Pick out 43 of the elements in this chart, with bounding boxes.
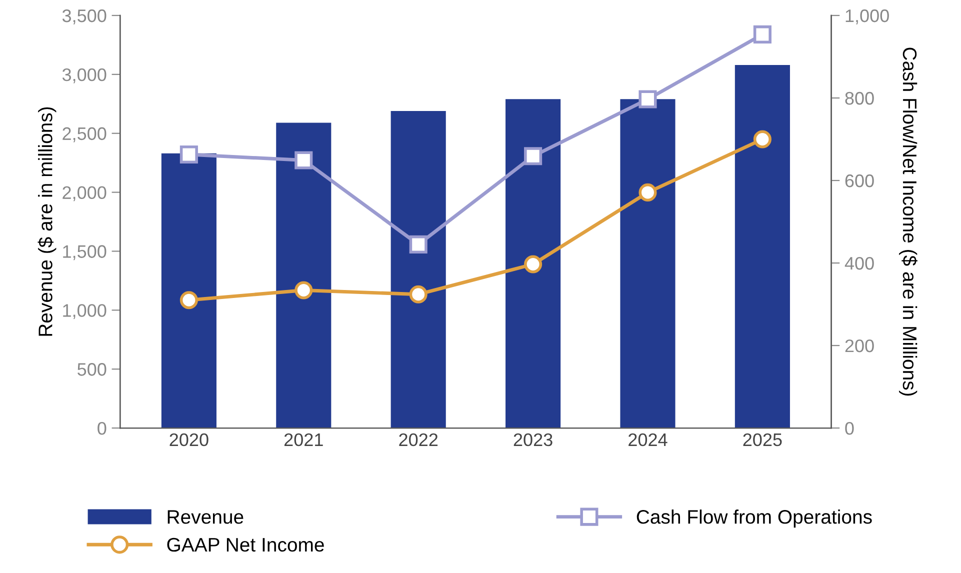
bar bbox=[161, 153, 216, 428]
legend-label: Cash Flow from Operations bbox=[636, 510, 872, 528]
point bbox=[524, 255, 542, 274]
point bbox=[180, 291, 198, 310]
y-tick-label: 1,000 bbox=[63, 304, 106, 320]
y2-tick-label: 800 bbox=[845, 92, 874, 105]
y2-axis-title: Cash Flow/Net Income ($ are in Millions) bbox=[899, 48, 918, 396]
point bbox=[294, 281, 313, 300]
bar bbox=[506, 99, 561, 428]
y2-tick-label: 1,000 bbox=[846, 9, 889, 24]
y-tick-label: 1,500 bbox=[63, 245, 106, 260]
x-tick-label: 2021 bbox=[284, 433, 323, 446]
legend-label: Revenue bbox=[168, 510, 244, 524]
y2-tick-label: 0 bbox=[845, 422, 854, 435]
bar bbox=[734, 64, 790, 428]
y2-tick-label: 600 bbox=[845, 174, 874, 188]
point bbox=[409, 285, 428, 304]
point bbox=[753, 130, 772, 148]
y2-tick-label: 200 bbox=[845, 339, 874, 352]
x-tick-label: 2022 bbox=[399, 433, 438, 446]
legend-label: GAAP Net Income bbox=[167, 538, 324, 552]
x-tick-label: 2020 bbox=[170, 433, 208, 446]
point bbox=[409, 235, 428, 254]
point bbox=[638, 183, 657, 202]
point bbox=[294, 151, 313, 170]
y-tick-label: 2,000 bbox=[62, 186, 106, 202]
y-tick-label: 0 bbox=[98, 422, 106, 435]
bar bbox=[276, 122, 332, 428]
y-axis-title: Revenue ($ are in millions) bbox=[38, 107, 56, 336]
y2-tick-label: 400 bbox=[844, 256, 874, 270]
point bbox=[180, 145, 198, 164]
y-tick-label: 3,500 bbox=[62, 9, 106, 24]
point bbox=[638, 90, 657, 108]
point bbox=[753, 25, 772, 44]
y-tick-label: 3,000 bbox=[62, 68, 106, 84]
x-tick-label: 2023 bbox=[514, 433, 552, 446]
x-tick-label: 2024 bbox=[628, 433, 668, 446]
bar bbox=[620, 99, 676, 428]
y-tick-label: 500 bbox=[78, 363, 106, 376]
bar bbox=[390, 110, 446, 428]
y-tick-label: 2,500 bbox=[62, 127, 106, 142]
point bbox=[524, 147, 542, 166]
x-tick-label: 2025 bbox=[743, 433, 782, 446]
